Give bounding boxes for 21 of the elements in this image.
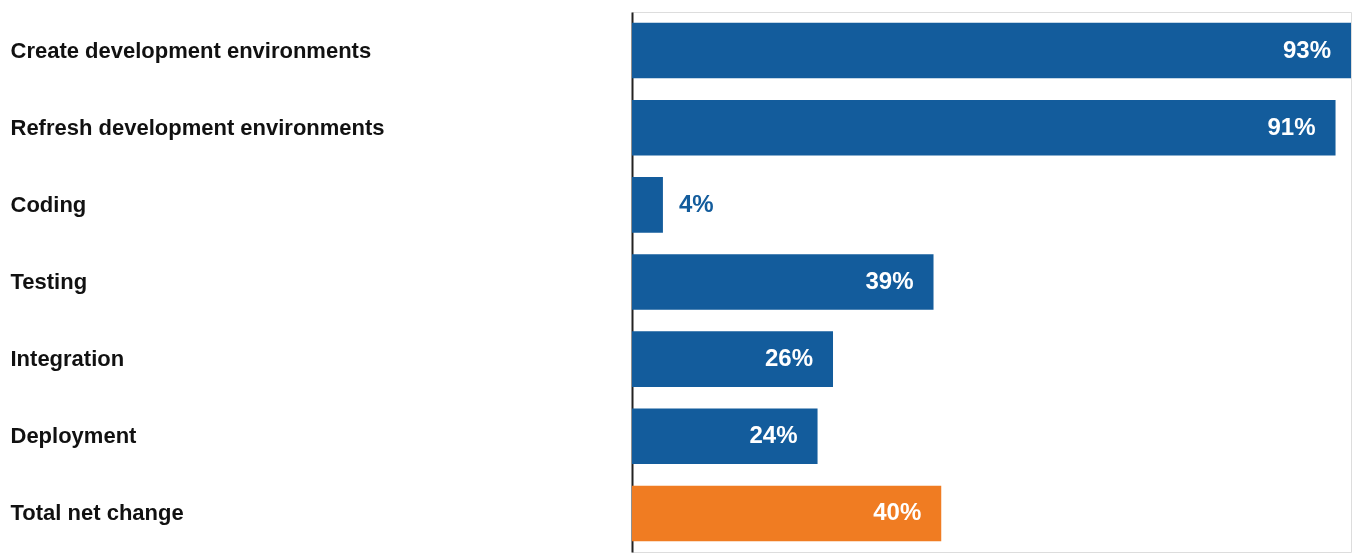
bar (632, 408, 818, 465)
data-label: 91% (1267, 112, 1316, 140)
y-tick-label: Create development environments (10, 37, 372, 63)
y-tick-label: Total net change (10, 500, 184, 526)
data-label: 93% (1282, 35, 1331, 63)
bar (632, 99, 1336, 156)
bar (632, 485, 942, 542)
y-tick-label: Deployment (10, 423, 138, 449)
data-label: 24% (749, 421, 798, 449)
data-label: 26% (764, 344, 814, 372)
data-label: 4% (678, 189, 714, 217)
data-label: 40% (873, 498, 922, 526)
y-tick-label: Coding (10, 191, 87, 217)
bar (632, 254, 934, 310)
bar (632, 177, 663, 233)
y-tick-label: Integration (10, 346, 125, 372)
bar (632, 22, 1351, 79)
y-tick-label: Refresh development environments (10, 114, 385, 140)
y-tick-label: Testing (10, 269, 88, 294)
bar (632, 331, 834, 387)
data-label: 39% (865, 267, 914, 294)
